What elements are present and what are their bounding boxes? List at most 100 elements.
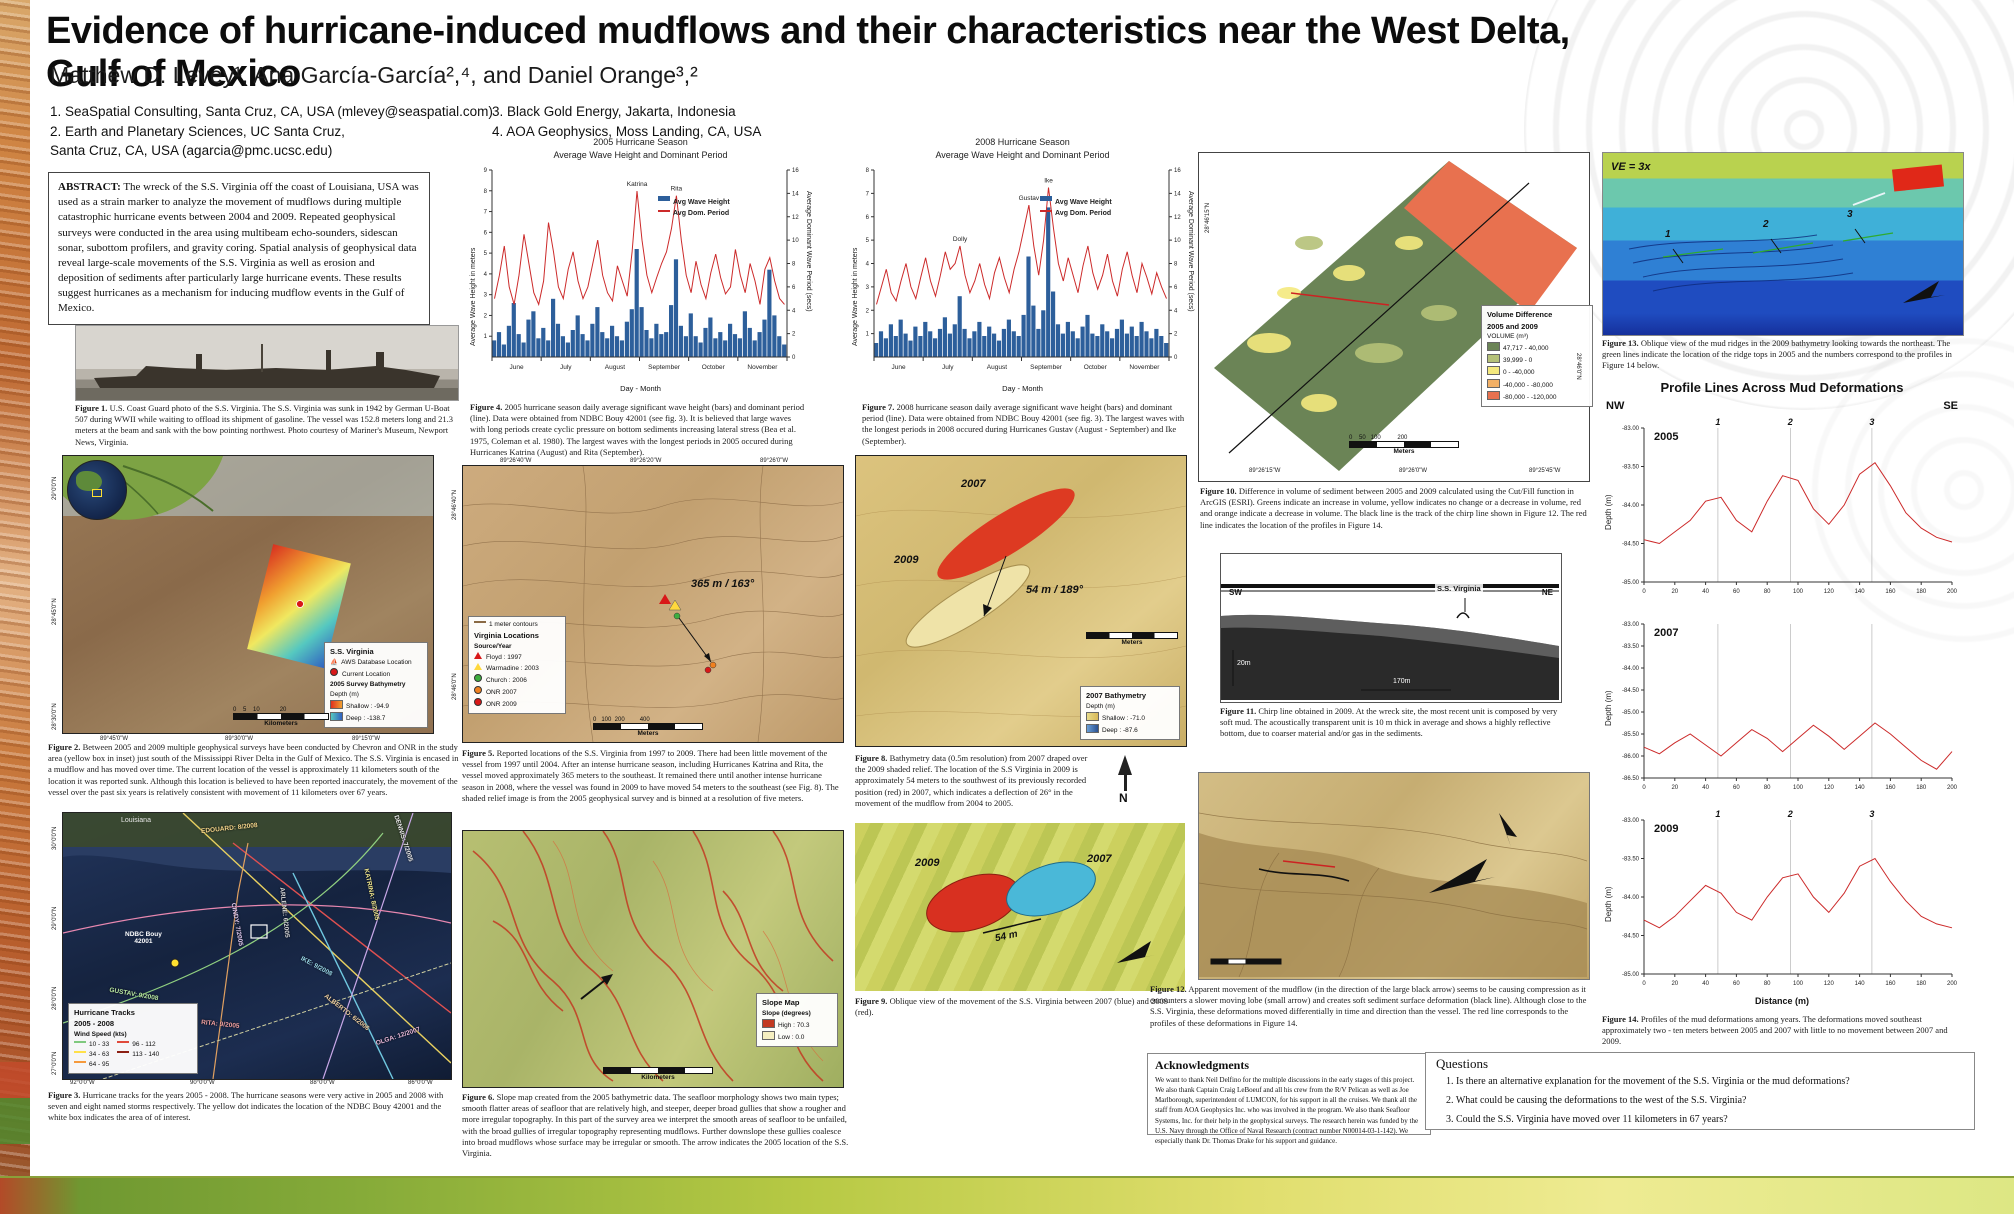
figure12-view [1198,772,1590,980]
svg-text:80: 80 [1764,785,1771,791]
abstract-box: ABSTRACT: The wreck of the S.S. Virginia… [48,172,430,325]
profile-location-line [1290,292,1390,306]
figure2-legend-title: S.S. Virginia [330,647,374,656]
profile-lines-panel: Profile Lines Across Mud Deformations NW… [1602,380,1962,1010]
bin1-label: 10 - 33 [89,1040,110,1048]
scale-unit: Kilometers [264,720,298,727]
svg-text:180: 180 [1916,785,1927,791]
figure5-legend-sub: Source/Year [474,642,512,650]
acknowledgments-title: Acknowledgments [1155,1058,1250,1072]
svg-text:-85.00: -85.00 [1622,710,1640,716]
figure2-lon-0: 89°45'0"W [100,736,129,742]
wind-speed-bins: 10 - 33 34 - 63 64 - 95 96 - 112 113 - 1… [74,1040,192,1070]
svg-text:-83.50: -83.50 [1622,857,1640,863]
svg-text:14: 14 [792,191,799,197]
svg-text:June: June [892,364,906,371]
figure2-scalebar: 0 5 10 20 Kilometers [233,707,329,727]
figure8-label: Figure 8. [855,753,888,763]
figure10-lon-0: 89°26'15"W [1249,468,1281,474]
bin1: 10 - 33 [74,1040,109,1050]
svg-text:4: 4 [1174,308,1178,314]
svg-text:-84.00: -84.00 [1622,666,1640,672]
figure10-scalebar: 0 50 100 200 Meters [1349,435,1459,455]
svg-text:8: 8 [484,189,488,195]
figure10-lat-right: 28°46'0"N [1575,353,1581,380]
figure8-legend-sub: Depth (m) [1086,702,1115,710]
legend-aws-label: AWS Database Location [341,658,412,666]
figure12-caption: Figure 12. Apparent movement of the mudf… [1150,984,1595,1029]
scale-bar [1086,632,1178,639]
figure5-caption: Figure 5. Reported locations of the S.S.… [462,748,844,804]
orientation-arrow [1903,281,1945,303]
left-border-green-block [0,1098,30,1144]
svg-text:0: 0 [1642,589,1646,595]
svg-text:-86.50: -86.50 [1622,776,1640,782]
contours-item: 1 meter contours [474,620,560,630]
north-label: N [1119,791,1128,805]
figure3-tracks-art [63,813,451,1079]
svg-text:9: 9 [484,168,488,174]
wreck-hyperbola [1456,612,1470,619]
wreck-2007-position [937,488,1075,580]
svg-text:3: 3 [484,293,488,299]
svg-text:2: 2 [866,308,870,314]
profile-red-line [1282,860,1336,868]
vol-legend-years: 2005 and 2009 [1487,321,1538,331]
figure3-lon-3: 86°0'0"W [408,1080,433,1086]
svg-text:0: 0 [792,355,796,361]
deep-chip [1086,723,1099,733]
figure13-caption: Figure 13. Oblique view of the mud ridge… [1602,338,1962,372]
vol-legend-unit: VOLUME (m³) [1487,333,1529,341]
vol-legend-title: Volume Difference [1487,310,1553,319]
bar-swatch-icon [1040,196,1052,201]
label-2009: 2009 [915,857,940,869]
figure9-caption: Figure 9. Oblique view of the movement o… [855,996,1185,1018]
svg-text:12: 12 [1174,215,1181,221]
bin5-label: 113 - 140 [132,1050,160,1058]
svg-text:6: 6 [792,285,796,291]
figure13-label: Figure 13. [1602,338,1639,348]
figure2-lat-2: 28°30'0"N [52,703,58,730]
svg-text:November: November [1129,364,1160,371]
vol-label-1: 39,999 - 0 [1503,357,1533,365]
svg-text:160: 160 [1885,589,1896,595]
figure7-legend: Avg Wave Height Avg Dom. Period [1040,196,1112,219]
figure3-lat-1: 29°0'0"N [52,906,58,930]
vol-item-3: -40,000 - -80,000 [1487,378,1587,391]
ship-silhouette [76,344,458,400]
figure6-legend: Slope Map Slope (degrees) High : 70.3 Lo… [756,993,838,1047]
svg-text:100: 100 [1793,785,1804,791]
bar-swatch-icon [658,196,670,201]
green-dot-icon [474,673,482,682]
svg-text:8: 8 [792,262,796,268]
legend-dom-period: Avg Dom. Period [658,209,730,220]
shallow-chip [1086,711,1099,721]
slope-legend-sub: Slope (degrees) [762,1009,811,1017]
svg-text:September: September [1030,364,1063,371]
figure3-text: Hurricane tracks for the years 2005 - 20… [48,1090,444,1123]
slope-high-label: High : 70.3 [778,1021,810,1029]
large-movement-arrow [1429,859,1495,893]
figure10-label: Figure 10. [1200,486,1237,496]
figure14-caption: Figure 14. Profiles of the mud deformati… [1602,1014,1962,1048]
svg-text:-84.50: -84.50 [1622,542,1640,548]
figure2-label: Figure 2. [48,742,81,752]
figure3-legend: Hurricane Tracks 2005 - 2008 Wind Speed (… [68,1002,198,1074]
figure14-text: Profiles of the mud deformations among y… [1602,1014,1948,1047]
svg-text:10: 10 [792,238,799,244]
svg-text:16: 16 [1174,168,1181,174]
svg-text:August: August [987,364,1007,371]
svg-text:120: 120 [1824,785,1835,791]
line-swatch-icon [658,209,670,212]
figure7-ylabel-right: Average Dominant Wave Period (secs) [1187,191,1194,312]
svg-text:100: 100 [1793,981,1804,987]
figure8-north: N [1118,755,1132,805]
svg-text:June: June [510,364,524,371]
ship-photo [75,325,459,401]
figure5-lat-1: 28°46'0"N [452,673,458,700]
svg-text:180: 180 [1916,981,1927,987]
figure6-map: Slope Map Slope (degrees) High : 70.3 Lo… [462,830,844,1088]
figure3-legend-years: 2005 - 2008 [74,1019,115,1029]
